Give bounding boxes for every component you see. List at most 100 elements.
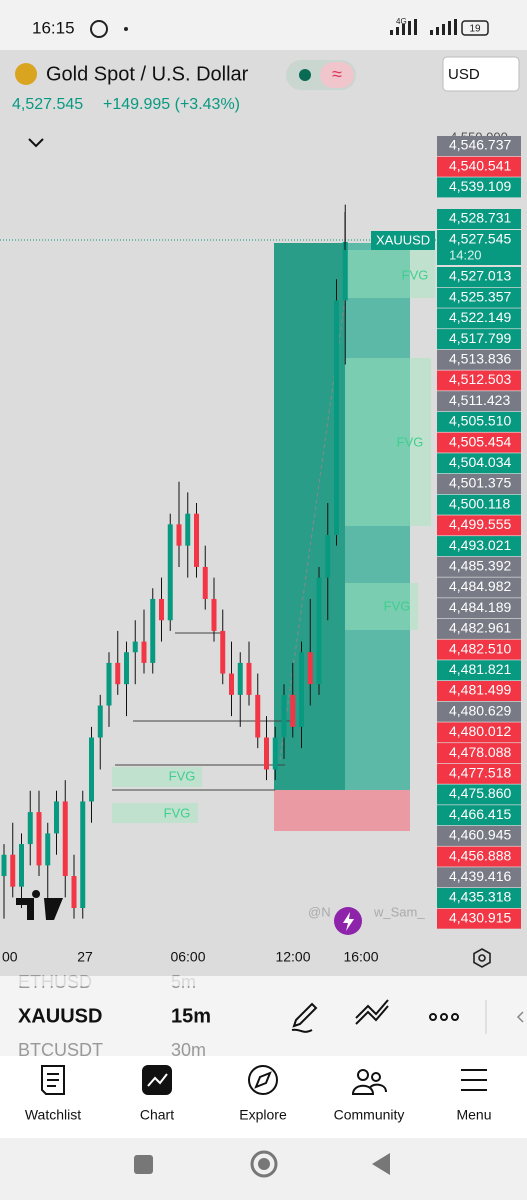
candle-body	[150, 598, 156, 663]
time-label: 06:00	[170, 949, 205, 965]
fvg-label: FVG	[402, 267, 429, 282]
toolbar-symbol[interactable]: BTCUSDT	[18, 1040, 103, 1060]
price-tag	[437, 618, 521, 639]
currency-box[interactable]	[442, 56, 520, 92]
watermark: @N	[308, 904, 331, 919]
price-tag-label: 4,513.836	[449, 351, 511, 367]
more-icon[interactable]	[429, 1013, 459, 1021]
price-tag	[437, 681, 521, 701]
home-button[interactable]	[250, 1150, 278, 1178]
price-tag	[437, 536, 521, 557]
price-tag-label: 4,546.737	[449, 137, 511, 153]
symbol-tag-label: XAUUSD	[376, 232, 430, 247]
price-tag	[437, 209, 521, 229]
price-tag-label: 4,435.318	[449, 889, 511, 905]
price-tag-label: 4,485.392	[449, 558, 511, 574]
plot: FVG FVG FVG FVG FVG @N w_Sam_ XAUUSD	[0, 204, 437, 935]
candle-body	[97, 705, 103, 738]
fvg-zone	[345, 358, 431, 526]
candle-body	[27, 812, 33, 845]
candle-body	[62, 801, 68, 877]
toolbar-fade-top	[0, 976, 260, 986]
expand-chevron[interactable]	[28, 138, 44, 148]
price-tag-label: 4,493.021	[449, 537, 511, 553]
bolt	[343, 912, 354, 931]
candle-body	[342, 241, 348, 301]
candle-body	[237, 662, 243, 695]
price-tag-label: 4,504.034	[449, 454, 511, 470]
price-tag-label: 4,456.888	[449, 847, 511, 863]
price-tag-label: 4,430.915	[449, 909, 511, 925]
price-tag	[437, 888, 521, 908]
draw-icon[interactable]	[291, 1002, 318, 1033]
price-tag-label: 4,475.860	[449, 785, 511, 801]
nav-label[interactable]: Explore	[239, 1107, 287, 1123]
nav-label[interactable]: Chart	[140, 1107, 174, 1123]
price-tag	[437, 784, 521, 805]
price-tag	[437, 908, 521, 929]
price-tag	[437, 825, 521, 846]
candle-body	[1, 854, 7, 877]
price-tag	[437, 474, 521, 494]
nav-label[interactable]: Menu	[456, 1107, 491, 1123]
price-tag	[437, 763, 521, 784]
price-tag-label: 4,525.357	[449, 288, 511, 304]
currency[interactable]: USD	[448, 66, 480, 83]
candle-body	[255, 694, 261, 738]
nav-label[interactable]: Community	[334, 1107, 405, 1123]
price-tag	[437, 743, 521, 764]
collapse-icon[interactable]	[516, 1011, 524, 1023]
price-tag-label: 4,484.982	[449, 578, 511, 594]
fvg-zone	[112, 803, 198, 823]
network: 4G	[396, 17, 407, 26]
candle-body	[220, 630, 226, 674]
price-tag-label: 4,501.375	[449, 475, 511, 491]
symbol-name[interactable]: Gold Spot / U.S. Dollar	[46, 63, 249, 85]
home-button-dot	[258, 1158, 270, 1170]
toolbar-symbol[interactable]: XAUUSD	[18, 1005, 102, 1027]
price-change: +149.995 (+3.43%)	[103, 96, 240, 113]
nav-icons	[41, 1065, 487, 1095]
tv-logo	[16, 890, 63, 920]
back-button[interactable]	[372, 1153, 390, 1175]
price-tag-label: 4,522.149	[449, 309, 511, 325]
time-label: 00	[2, 949, 18, 965]
toolbar-interval[interactable]: 30m	[171, 1040, 206, 1060]
fvg-label: FVG	[384, 598, 411, 613]
price-tag	[437, 230, 521, 265]
candle-body	[290, 694, 296, 727]
nav-label[interactable]: Watchlist	[25, 1107, 81, 1123]
price-tag-label: 4,460.945	[449, 827, 511, 843]
countdown: 14:20	[449, 247, 482, 262]
candle-body	[334, 300, 339, 535]
market-open-dot	[299, 69, 311, 81]
price-tag	[437, 494, 521, 515]
price-tag-label: 4,466.415	[449, 806, 511, 822]
price-axis: 4,550.0004,546.7374,540.5414,539.1094,52…	[437, 129, 527, 940]
indicator-icon[interactable]	[355, 999, 389, 1025]
settings-icon[interactable]	[473, 948, 491, 968]
recents-button[interactable]	[134, 1155, 153, 1174]
fvg-zone	[345, 583, 418, 630]
price-tag-label: 4,481.499	[449, 682, 511, 698]
time-label: 16:00	[343, 949, 378, 965]
price-tag	[437, 411, 521, 432]
gold-icon	[15, 63, 37, 85]
fvg-label: FVG	[397, 434, 424, 449]
status-bar	[0, 0, 527, 50]
price-tag	[437, 515, 521, 536]
price-tag	[437, 660, 521, 681]
battery-level: 19	[469, 24, 481, 35]
candle-body	[141, 641, 147, 663]
price-tag	[437, 577, 521, 598]
toolbar-interval[interactable]: 15m	[171, 1005, 211, 1027]
price-tag-label: 4,499.555	[449, 516, 511, 532]
price-tag-label: 4,517.799	[449, 330, 511, 346]
candle-body	[194, 513, 199, 567]
candle-body	[176, 524, 182, 546]
candle-body	[316, 577, 322, 685]
price-tag-label: 4,482.510	[449, 640, 511, 656]
price-tag-label: 4,477.518	[449, 765, 511, 781]
price-tag-label: 4,478.088	[449, 744, 511, 760]
